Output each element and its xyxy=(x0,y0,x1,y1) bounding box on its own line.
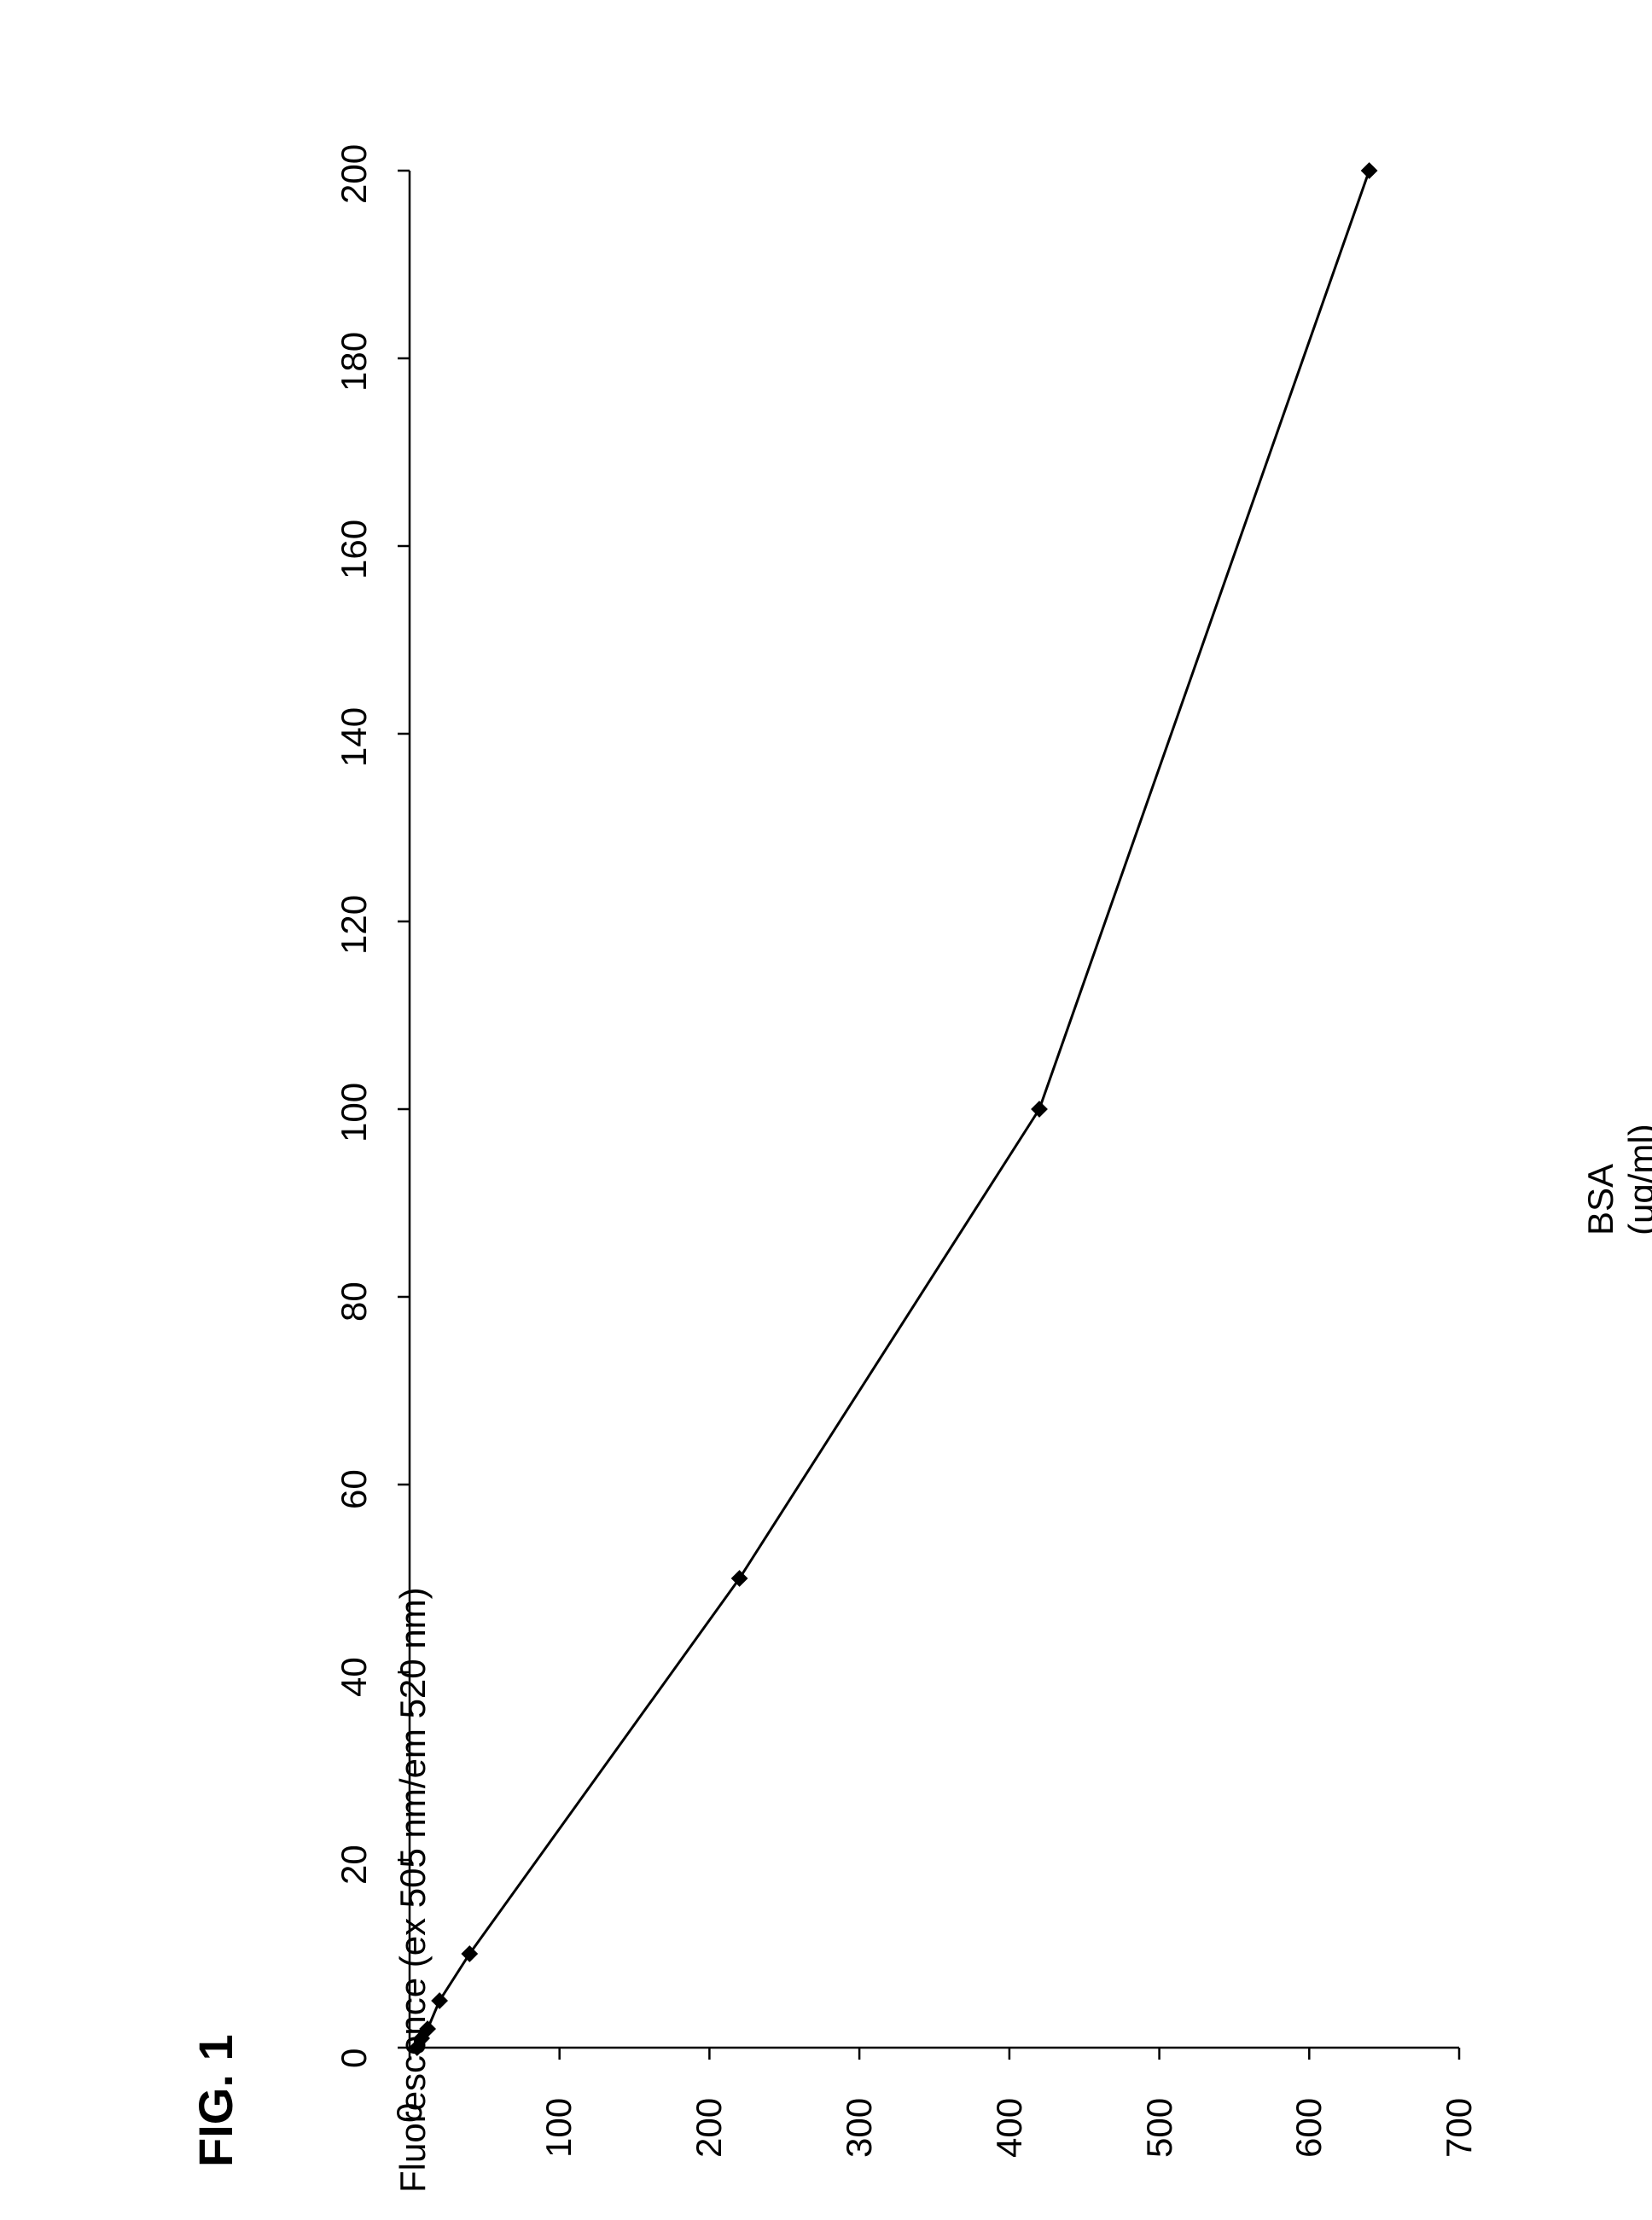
xtick-200: 200 xyxy=(334,144,375,204)
ytick-700: 700 xyxy=(1439,2098,1480,2158)
xtick-180: 180 xyxy=(334,332,375,392)
ytick-100: 100 xyxy=(538,2098,579,2158)
data-markers xyxy=(409,162,1378,2056)
y-axis-ticks xyxy=(410,2048,1459,2060)
xtick-60: 60 xyxy=(334,1467,375,1509)
xtick-0: 0 xyxy=(334,2043,375,2068)
ytick-300: 300 xyxy=(839,2098,880,2158)
xtick-80: 80 xyxy=(334,1279,375,1322)
xtick-20: 20 xyxy=(334,1842,375,1885)
x-axis-ticks xyxy=(398,171,410,2048)
data-line xyxy=(417,171,1370,2048)
ytick-0: 0 xyxy=(389,2099,430,2123)
xtick-160: 160 xyxy=(334,520,375,579)
chart-plot xyxy=(0,0,1652,2220)
ytick-200: 200 xyxy=(689,2098,730,2158)
ytick-600: 600 xyxy=(1288,2098,1329,2158)
xtick-140: 140 xyxy=(334,707,375,767)
ytick-400: 400 xyxy=(989,2098,1030,2158)
xtick-40: 40 xyxy=(334,1654,375,1697)
ytick-500: 500 xyxy=(1139,2098,1180,2158)
xtick-120: 120 xyxy=(334,895,375,955)
xtick-100: 100 xyxy=(334,1083,375,1142)
